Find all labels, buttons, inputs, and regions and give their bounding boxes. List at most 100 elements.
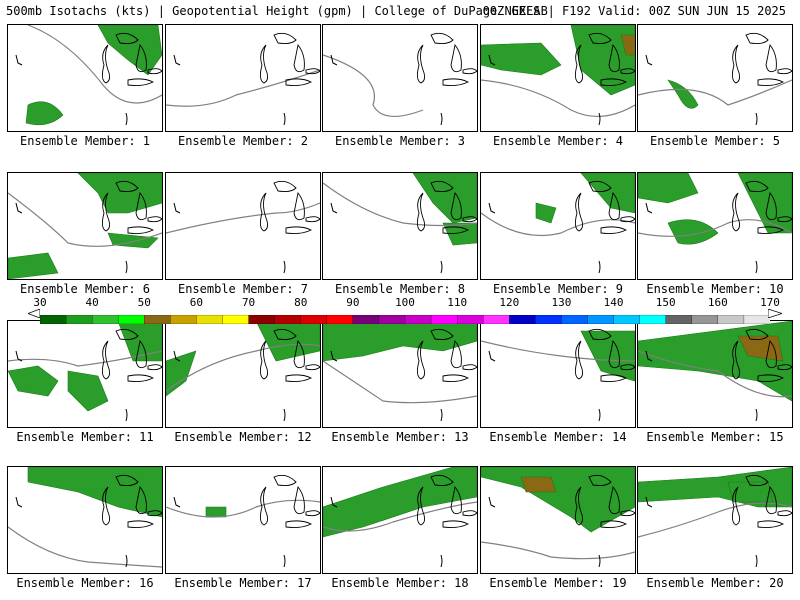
lake-outline xyxy=(115,180,139,193)
map-svg xyxy=(323,321,477,422)
ensemble-member-label: Ensemble Member: 9 xyxy=(492,282,624,296)
height-contour xyxy=(166,202,320,234)
lake-outline xyxy=(450,339,462,369)
ensemble-map-panel xyxy=(7,320,163,428)
isotach-region xyxy=(323,321,477,362)
colorbar-swatch xyxy=(196,314,224,325)
colorbar-swatch xyxy=(483,314,510,325)
isotach-region xyxy=(8,252,59,279)
colorbar-swatch xyxy=(222,314,250,325)
ensemble-member-label: Ensemble Member: 12 xyxy=(174,430,312,444)
lake-outline xyxy=(293,191,305,221)
coast-fragment xyxy=(645,202,653,214)
lake-outline xyxy=(273,328,297,341)
map-svg xyxy=(638,173,792,274)
lake-outline xyxy=(127,78,155,87)
isotach-region xyxy=(737,335,784,362)
coast-fragment xyxy=(598,112,601,126)
lake-outline xyxy=(745,32,769,45)
isotach-region xyxy=(580,173,635,214)
isotach-region xyxy=(166,350,197,397)
coast-fragment xyxy=(755,112,758,126)
height-contour xyxy=(323,54,424,117)
coast-fragment xyxy=(488,350,496,362)
ensemble-member-label: Ensemble Member: 4 xyxy=(492,134,624,148)
lake-outline xyxy=(450,191,462,221)
coast-fragment xyxy=(283,260,286,274)
colorbar-tick-label: 130 xyxy=(551,296,572,309)
colorbar-swatch xyxy=(404,314,432,325)
height-contour xyxy=(638,79,792,106)
colorbar-tick-label: 110 xyxy=(447,296,468,309)
ensemble-member-label: Ensemble Member: 20 xyxy=(646,576,784,590)
lake-outline xyxy=(450,43,462,73)
height-contour xyxy=(8,526,162,568)
coast-fragment xyxy=(488,496,496,508)
isotach-region xyxy=(520,476,557,493)
coast-fragment xyxy=(598,554,601,568)
lake-outline xyxy=(777,510,792,517)
ensemble-map-panel xyxy=(637,466,793,574)
lake-outline xyxy=(416,486,426,526)
ensemble-member-label: Ensemble Member: 18 xyxy=(331,576,469,590)
map-svg xyxy=(638,467,792,568)
colorbar-swatch xyxy=(91,314,119,325)
height-contour xyxy=(323,501,477,532)
ensemble-map-panel xyxy=(7,466,163,574)
lake-outline xyxy=(588,180,612,193)
lake-outline xyxy=(757,78,785,87)
lake-outline xyxy=(273,32,297,45)
lake-outline xyxy=(777,216,792,223)
lake-outline xyxy=(588,474,612,487)
ensemble-member-label: Ensemble Member: 1 xyxy=(19,134,151,148)
colorbar-tick-label: 70 xyxy=(241,296,256,309)
coast-fragment xyxy=(598,408,601,422)
height-contour xyxy=(481,541,635,560)
colorbar-swatch xyxy=(274,314,302,325)
colorbar-swatch xyxy=(456,314,484,325)
lake-outline xyxy=(127,520,155,529)
colorbar-tick-label: 30 xyxy=(33,296,47,309)
coast-fragment xyxy=(488,202,496,214)
colorbar-tick-label: 50 xyxy=(137,296,151,309)
colorbar-left-arrow xyxy=(28,309,40,318)
coast-fragment xyxy=(173,202,181,214)
colorbar-swatch xyxy=(665,314,693,325)
colorbar-swatch xyxy=(144,314,172,325)
lake-outline xyxy=(757,374,785,383)
coast-fragment xyxy=(125,260,128,274)
colorbar-swatch xyxy=(743,314,771,325)
coast-fragment xyxy=(598,260,601,274)
lake-outline xyxy=(450,485,462,515)
ensemble-member-label: Ensemble Member: 14 xyxy=(489,430,627,444)
height-contour xyxy=(27,25,162,104)
ensemble-map-panel xyxy=(480,320,636,428)
lake-outline xyxy=(588,32,612,45)
isotach-region xyxy=(535,202,557,224)
ensemble-map-panel xyxy=(322,24,478,132)
ensemble-map-panel xyxy=(165,466,321,574)
coast-fragment xyxy=(15,54,23,66)
ensemble-member-label: Ensemble Member: 6 xyxy=(19,282,151,296)
lake-outline xyxy=(600,374,628,383)
coast-fragment xyxy=(330,54,338,66)
coast-fragment xyxy=(125,554,128,568)
colorbar-tick-label: 90 xyxy=(346,296,360,309)
colorbar-tick-label: 150 xyxy=(655,296,676,309)
coast-fragment xyxy=(125,408,128,422)
ensemble-map-panel xyxy=(165,320,321,428)
height-contour xyxy=(638,219,792,237)
ensemble-member-label: Ensemble Member: 11 xyxy=(16,430,154,444)
lake-outline xyxy=(101,486,111,526)
map-svg xyxy=(8,321,162,422)
isotach-region xyxy=(638,173,699,204)
lake-outline xyxy=(293,43,305,73)
isotach-region xyxy=(323,467,477,538)
colorbar-swatch xyxy=(118,314,145,325)
map-svg xyxy=(323,32,477,126)
colorbar-swatch xyxy=(691,314,719,325)
lake-outline xyxy=(442,78,470,87)
lake-outline xyxy=(600,520,628,529)
isotach-region xyxy=(8,365,59,397)
colorbar-right-arrow xyxy=(768,309,782,318)
